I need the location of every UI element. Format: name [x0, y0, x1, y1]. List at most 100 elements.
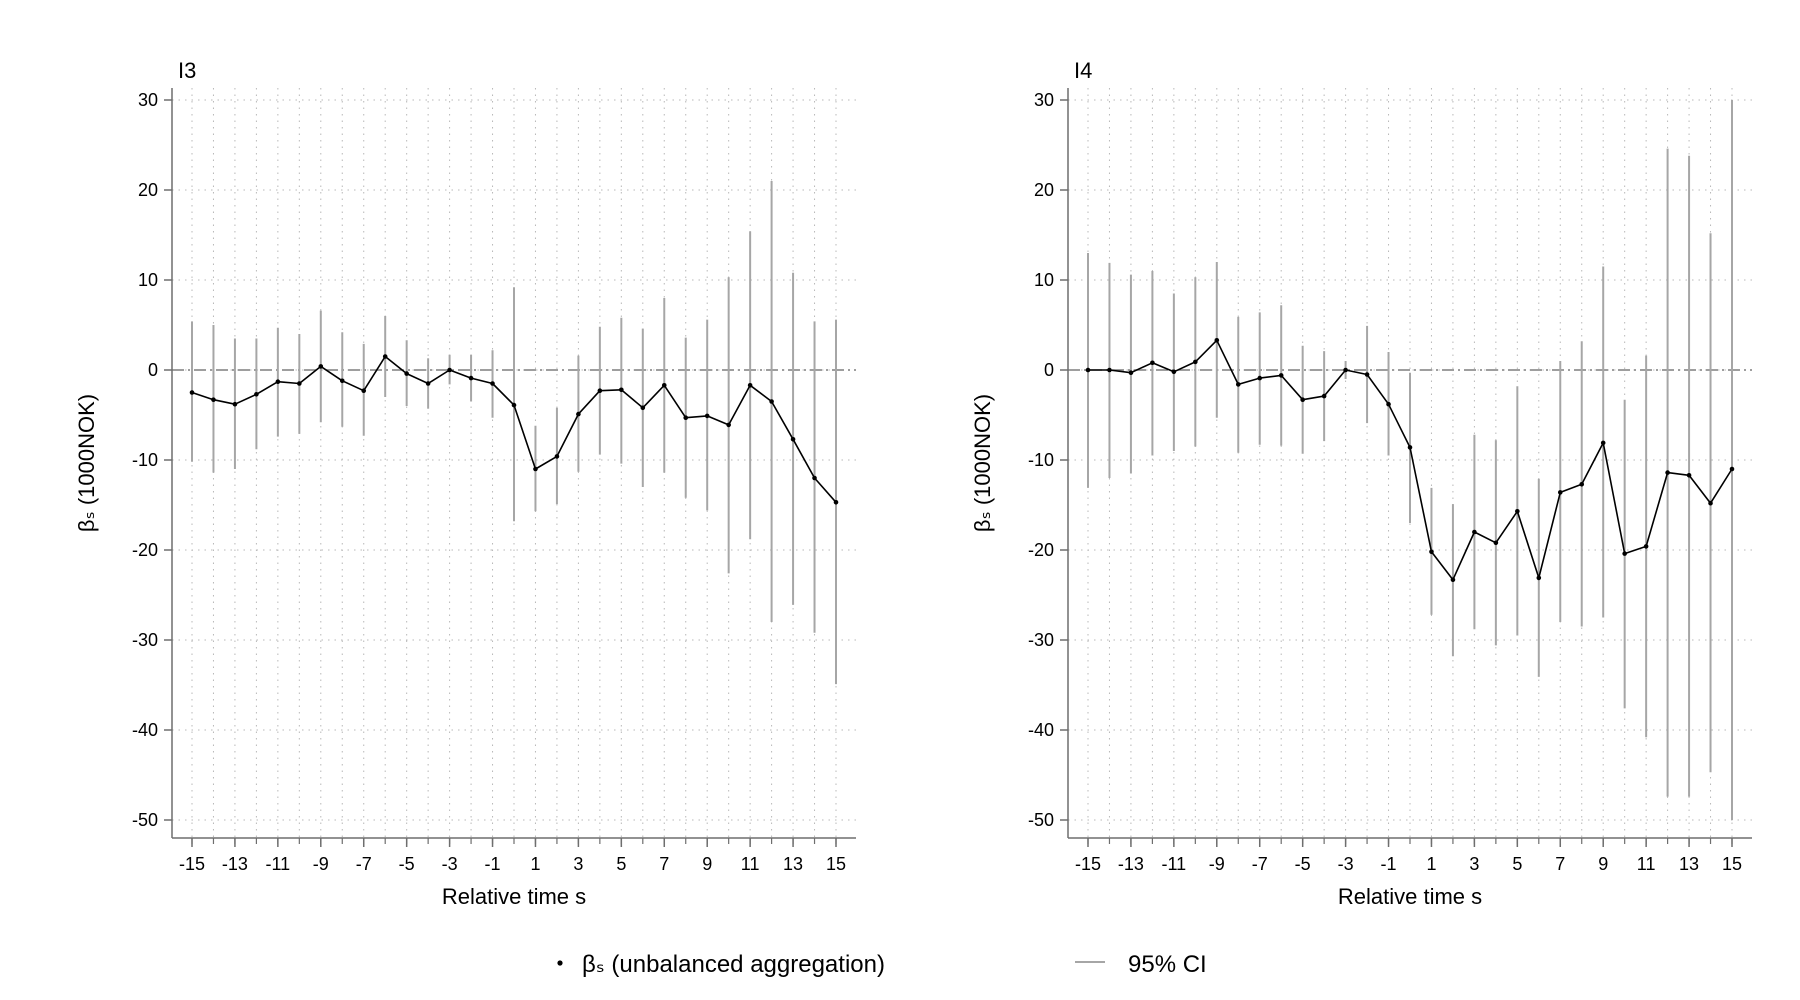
x-tick-label: -5 [399, 854, 415, 874]
estimate-point [1450, 577, 1456, 582]
estimate-point [511, 402, 517, 408]
estimate-point [661, 383, 667, 388]
estimate-point [1278, 373, 1284, 378]
x-tick-label: 5 [616, 854, 626, 874]
estimate-point [1150, 360, 1155, 366]
estimate-point [1128, 370, 1134, 376]
estimate-point [790, 437, 796, 442]
estimate-point [1622, 551, 1627, 556]
x-tick-label: -9 [1209, 854, 1225, 874]
estimate-point [1300, 397, 1305, 403]
y-tick-label: 10 [1034, 270, 1054, 290]
estimate-point [189, 390, 195, 395]
estimate-point [232, 401, 238, 407]
y-tick-label: 20 [138, 180, 158, 200]
legend-dot-marker [557, 960, 563, 966]
panel-title: I3 [178, 58, 196, 83]
estimate-point [318, 364, 324, 369]
estimate-point [1107, 367, 1112, 373]
estimate-point [425, 381, 431, 386]
y-tick-label: -30 [1028, 630, 1054, 650]
x-tick-label: -15 [1075, 854, 1101, 874]
x-tick-label: 11 [1637, 854, 1656, 874]
x-tick-label: -1 [485, 854, 501, 874]
estimate-point [1536, 575, 1542, 581]
estimate-point [1729, 466, 1735, 472]
estimate-point [576, 411, 581, 417]
estimate-point [1364, 372, 1370, 377]
estimate-point [683, 415, 689, 421]
estimate-point [726, 422, 731, 428]
x-tick-label: -13 [1118, 854, 1144, 874]
x-tick-label: 7 [659, 854, 669, 874]
estimate-point [1214, 338, 1220, 343]
y-tick-label: 30 [1034, 90, 1054, 110]
x-tick-label: -7 [1252, 854, 1268, 874]
x-tick-label: 3 [573, 854, 583, 874]
estimate-point [1193, 359, 1198, 365]
x-tick-label: -11 [1162, 854, 1187, 874]
estimate-point [747, 383, 753, 388]
x-tick-label: -13 [222, 854, 248, 874]
estimate-point [1321, 393, 1327, 399]
estimate-point [1257, 375, 1263, 381]
legend: βₛ (unbalanced aggregation) 95% CI [557, 951, 1207, 978]
estimate-point [597, 388, 603, 394]
estimate-point [254, 392, 259, 397]
x-tick-label: 5 [1512, 854, 1522, 874]
x-tick-label: -7 [356, 854, 372, 874]
y-tick-label: 30 [138, 90, 158, 110]
estimate-point [339, 378, 345, 384]
estimate-point [447, 367, 452, 373]
y-tick-label: -40 [1028, 720, 1054, 740]
estimate-point [1472, 529, 1477, 535]
estimate-point [361, 388, 367, 394]
y-tick-label: -50 [1028, 810, 1054, 830]
estimate-point [275, 379, 281, 385]
x-tick-label: 15 [826, 854, 846, 874]
estimate-point [1407, 445, 1413, 450]
y-axis-title: βₛ (1000NOK) [74, 394, 99, 532]
estimate-point [1579, 482, 1585, 487]
estimate-point [1386, 401, 1391, 407]
x-tick-label: 1 [1426, 854, 1436, 874]
x-tick-label: 13 [783, 854, 803, 874]
y-axis-title: βₛ (1000NOK) [970, 394, 995, 532]
estimate-point [1171, 369, 1177, 375]
x-tick-label: -5 [1295, 854, 1311, 874]
estimate-point [211, 397, 216, 403]
estimate-point [1708, 500, 1713, 506]
estimate-point [704, 413, 710, 419]
estimate-point [640, 405, 646, 411]
legend-label-estimate: βₛ (unbalanced aggregation) [582, 951, 885, 978]
x-tick-label: 13 [1679, 854, 1699, 874]
x-axis-title: Relative time s [1338, 884, 1482, 909]
estimate-point [1643, 544, 1649, 549]
y-tick-label: 0 [1044, 360, 1054, 380]
x-axis-title: Relative time s [442, 884, 586, 909]
y-tick-label: -30 [132, 630, 158, 650]
y-tick-label: -40 [132, 720, 158, 740]
estimate-point [1686, 473, 1692, 478]
x-tick-label: 7 [1555, 854, 1565, 874]
x-tick-label: -11 [266, 854, 291, 874]
estimate-point [490, 381, 495, 386]
x-tick-label: -3 [442, 854, 458, 874]
x-tick-label: 11 [741, 854, 760, 874]
y-tick-label: -20 [132, 540, 158, 560]
estimate-point [297, 381, 302, 386]
y-tick-label: -10 [1028, 450, 1054, 470]
estimate-point [833, 500, 839, 505]
y-tick-label: -20 [1028, 540, 1054, 560]
estimate-point [404, 371, 409, 376]
estimate-point [1343, 367, 1348, 373]
estimate-point [1665, 470, 1670, 475]
estimate-point [769, 399, 774, 404]
panel-title: I4 [1074, 58, 1092, 83]
y-tick-label: -50 [132, 810, 158, 830]
x-tick-label: 15 [1722, 854, 1742, 874]
estimate-point [1085, 367, 1091, 373]
y-tick-label: -10 [132, 450, 158, 470]
